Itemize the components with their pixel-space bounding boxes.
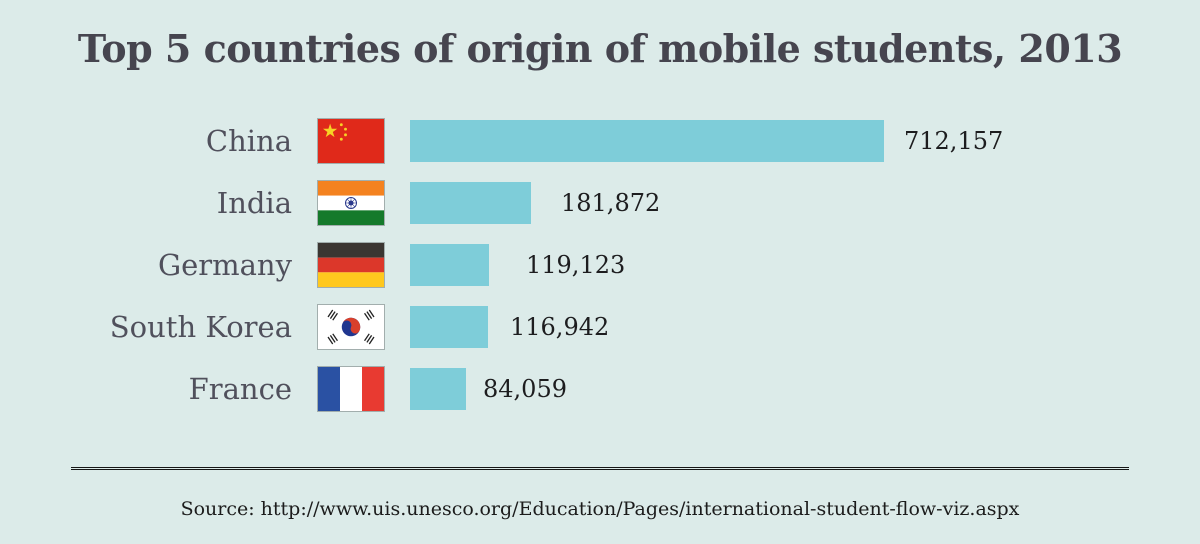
divider-line [71, 467, 1129, 470]
bar-row-china: China 712,157 [0, 119, 1003, 163]
value-label: 116,942 [510, 313, 610, 341]
india-flag-icon [318, 181, 384, 225]
bar [410, 368, 466, 410]
source-text: Source: http://www.uis.unesco.org/Educat… [180, 498, 1020, 520]
value-label: 712,157 [904, 127, 1004, 155]
bar-chart: China 712,157 India [0, 119, 1003, 411]
bar-row-south-korea: South Korea [0, 305, 1003, 349]
china-flag-icon [318, 119, 384, 163]
bar [410, 120, 884, 162]
germany-flag-icon [318, 243, 384, 287]
country-label: South Korea [109, 310, 292, 344]
bar-row-india: India 181,872 [0, 181, 1003, 225]
value-label: 181,872 [561, 189, 661, 217]
value-label: 119,123 [526, 251, 626, 279]
country-label: France [188, 372, 292, 406]
bar [410, 244, 489, 286]
france-flag-icon [318, 367, 384, 411]
bar [410, 182, 531, 224]
country-label: Germany [157, 248, 292, 282]
country-label: India [216, 186, 292, 220]
bar-row-france: France 84,059 [0, 367, 1003, 411]
bar [410, 306, 488, 348]
value-label: 84,059 [483, 375, 567, 403]
south-korea-flag-icon [318, 305, 384, 349]
bar-row-germany: Germany 119,123 [0, 243, 1003, 287]
country-label: China [205, 124, 292, 158]
chart-title: Top 5 countries of origin of mobile stud… [77, 26, 1123, 71]
